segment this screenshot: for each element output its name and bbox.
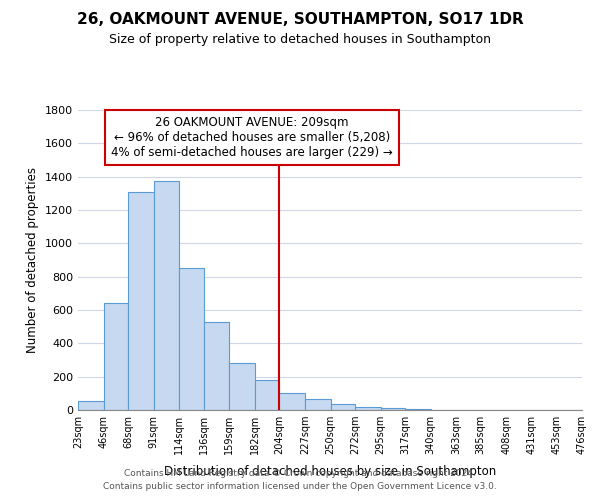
Text: Contains HM Land Registry data © Crown copyright and database right 2024.: Contains HM Land Registry data © Crown c… <box>124 468 476 477</box>
Text: 26, OAKMOUNT AVENUE, SOUTHAMPTON, SO17 1DR: 26, OAKMOUNT AVENUE, SOUTHAMPTON, SO17 1… <box>77 12 523 28</box>
X-axis label: Distribution of detached houses by size in Southampton: Distribution of detached houses by size … <box>164 466 496 478</box>
Y-axis label: Number of detached properties: Number of detached properties <box>26 167 40 353</box>
Bar <box>229 364 255 410</box>
Bar <box>380 408 405 410</box>
Bar <box>204 322 229 410</box>
Bar <box>78 401 104 410</box>
Bar <box>305 399 331 410</box>
Text: 26 OAKMOUNT AVENUE: 209sqm
← 96% of detached houses are smaller (5,208)
4% of se: 26 OAKMOUNT AVENUE: 209sqm ← 96% of deta… <box>111 116 393 159</box>
Bar <box>405 409 431 410</box>
Bar <box>280 392 305 410</box>
Bar <box>179 268 204 410</box>
Bar <box>128 192 154 410</box>
Bar <box>154 181 179 410</box>
Bar <box>255 380 280 410</box>
Text: Contains public sector information licensed under the Open Government Licence v3: Contains public sector information licen… <box>103 482 497 491</box>
Bar <box>104 302 128 410</box>
Bar <box>331 404 355 410</box>
Bar <box>355 406 380 410</box>
Text: Size of property relative to detached houses in Southampton: Size of property relative to detached ho… <box>109 32 491 46</box>
